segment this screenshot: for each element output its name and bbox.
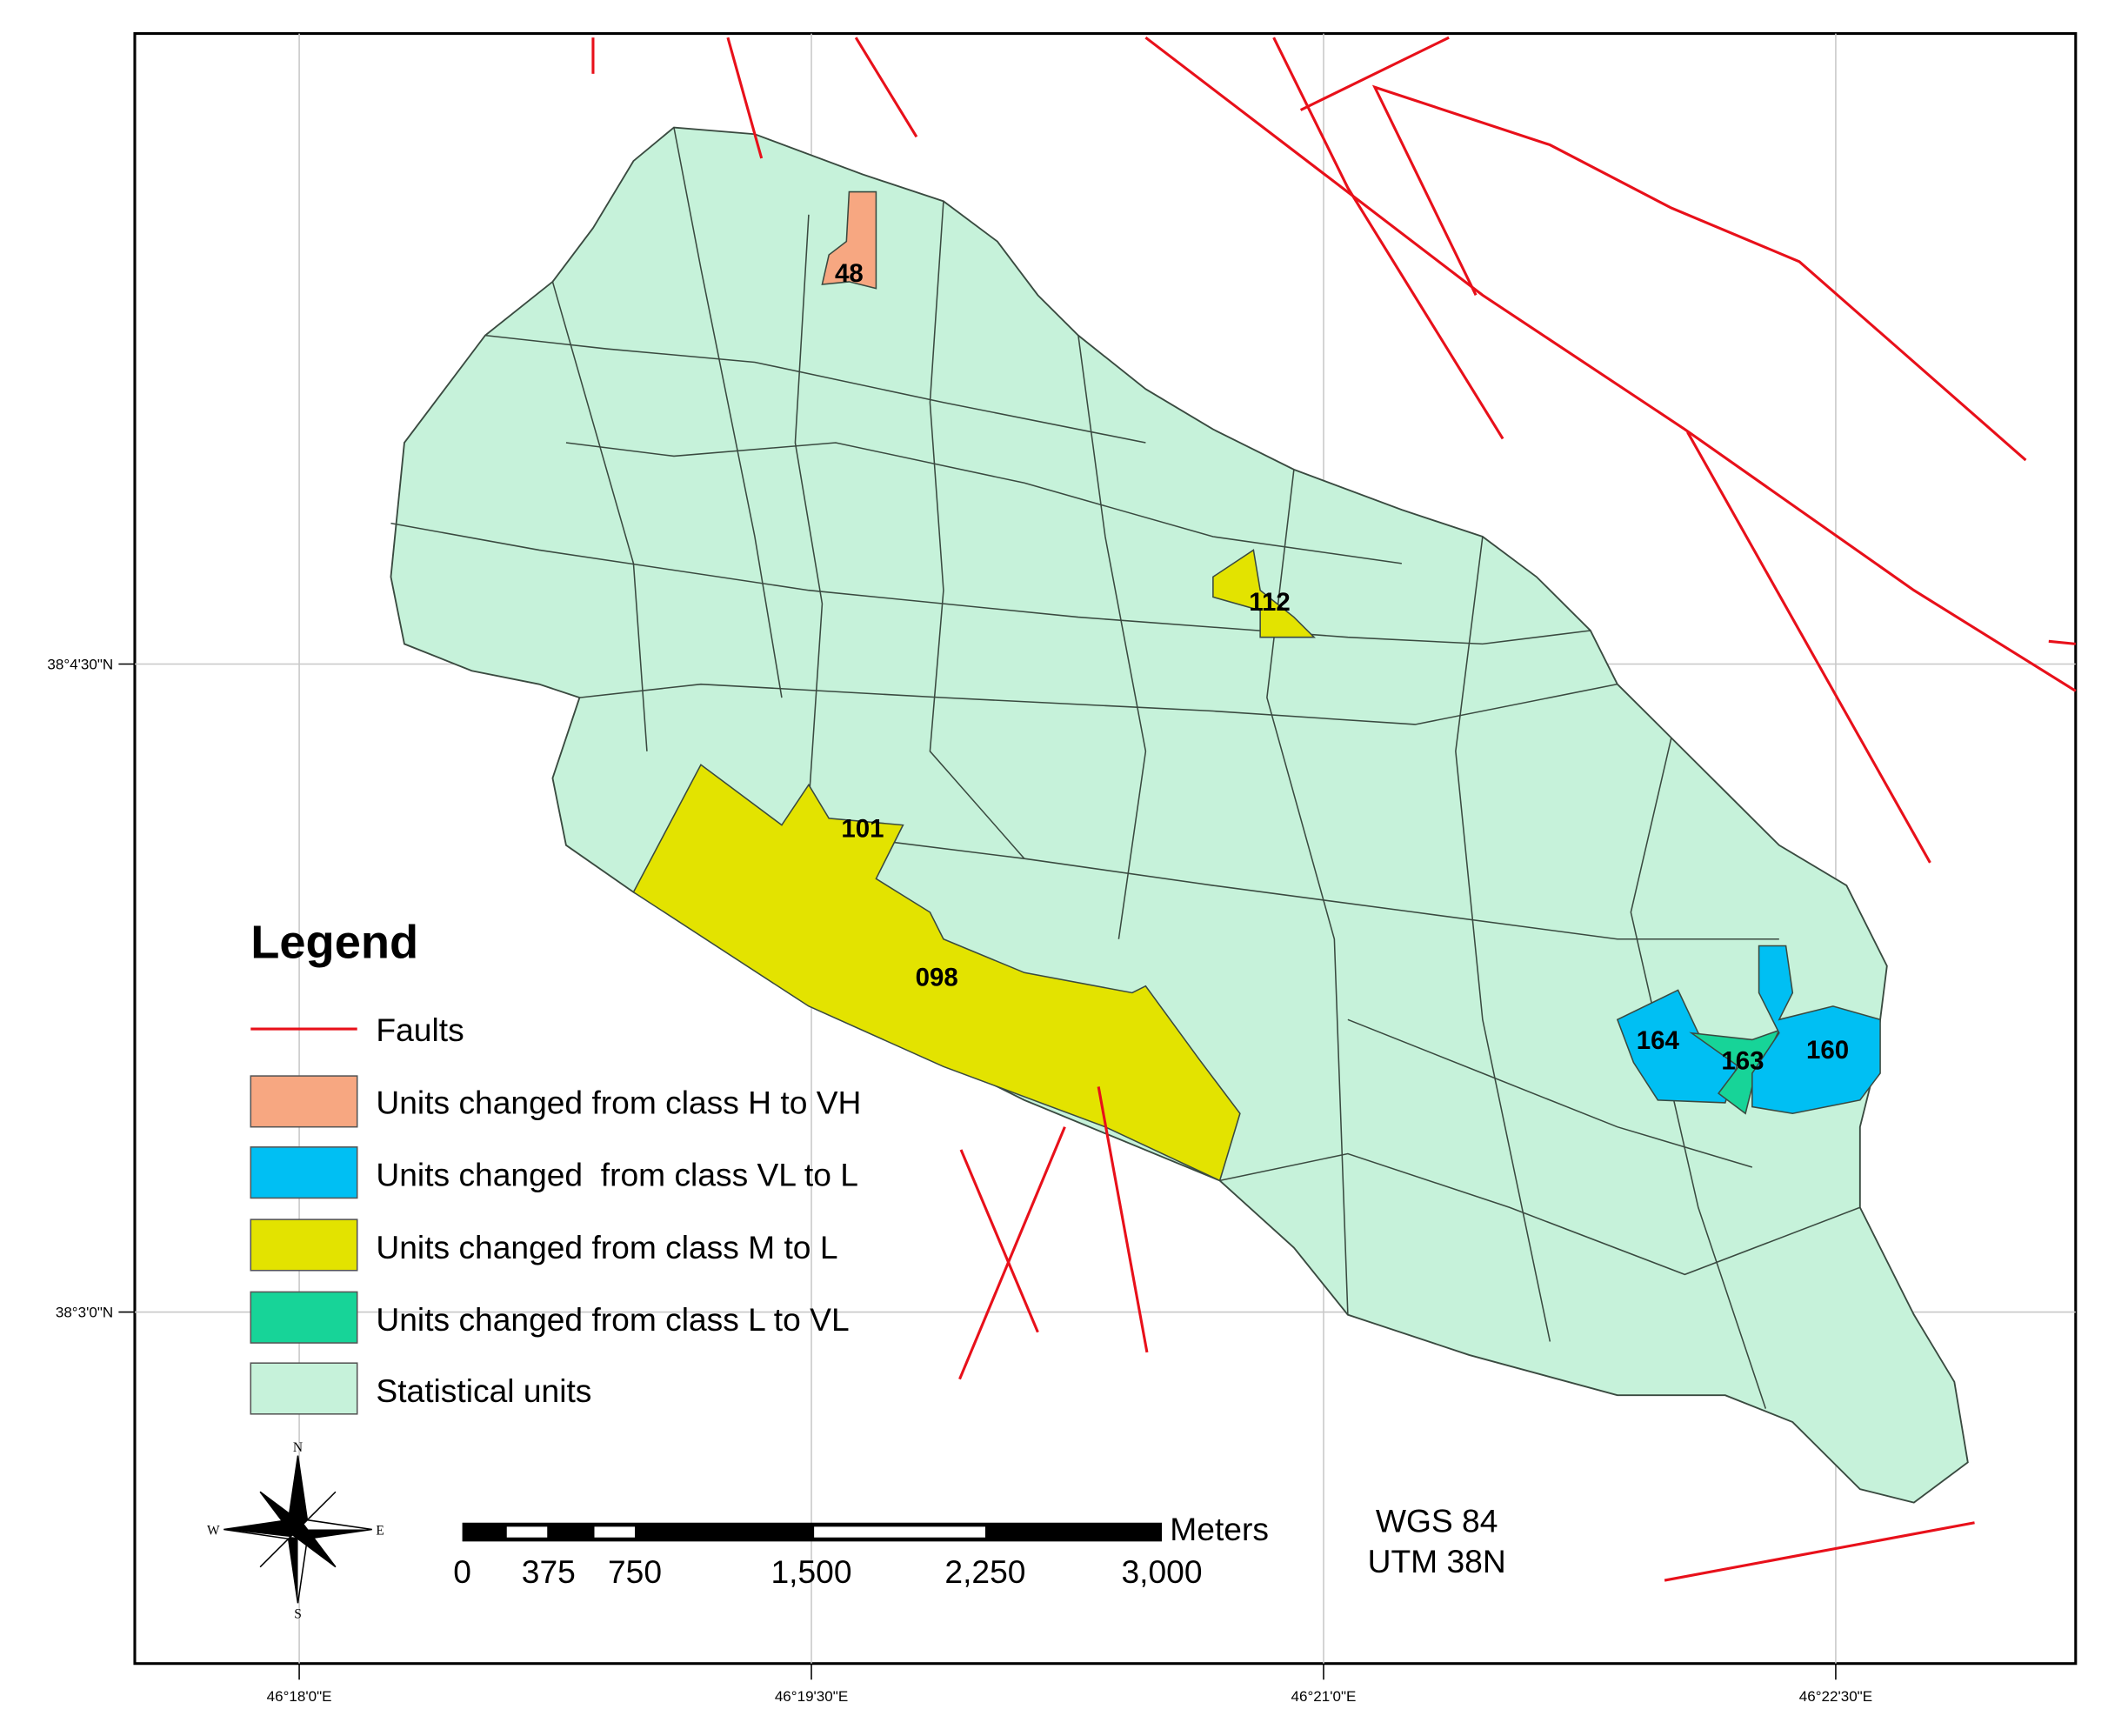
unit-label: 160 (1806, 1036, 1849, 1065)
unit-label: 101 (841, 815, 884, 844)
unit-labels: 48 112 101 098 164 163 160 (835, 259, 1849, 1075)
legend-label: Units changed from class VL to L (376, 1157, 858, 1193)
legend-swatch (250, 1291, 358, 1344)
compass-label: S (294, 1606, 302, 1621)
unit-163 (1689, 1029, 1781, 1115)
unit-112 (1212, 549, 1316, 638)
unit-label: 112 (1249, 588, 1290, 617)
unit-160 (1751, 945, 1881, 1115)
unit-label: 48 (835, 259, 864, 288)
scale-unit: Meters (1170, 1511, 1269, 1547)
legend-label: Units changed from class L to VL (376, 1301, 849, 1338)
legend-swatch (250, 1362, 358, 1415)
unit-label: 163 (1721, 1046, 1764, 1075)
lat-label: 38°4'30"N (47, 657, 113, 673)
legend-label: Faults (376, 1012, 464, 1048)
unit-48 (821, 190, 877, 290)
scale-label: 1,500 (770, 1553, 851, 1590)
scale-label: 375 (522, 1553, 576, 1590)
lon-label: 46°21'0"E (1291, 1688, 1357, 1705)
projection: WGS 84 (1376, 1503, 1498, 1539)
legend-label: Units changed from class M to L (376, 1229, 837, 1265)
coordinates: 38°4'30"N 38°3'0"N 46°18'0"E 46°19'30"E … (47, 657, 1872, 1705)
legend-label: Statistical units (376, 1372, 591, 1409)
scale-label: 0 (453, 1553, 471, 1590)
scale-bar: Meters 0 375 750 1,500 2,250 3,000 (453, 1511, 1269, 1590)
unit-boundaries (390, 127, 1861, 1409)
compass-label: W (207, 1524, 220, 1539)
legend-label: Units changed from class H to VH (376, 1084, 861, 1120)
lon-label: 46°19'30"E (775, 1688, 848, 1705)
legend-swatch (250, 1146, 358, 1199)
compass-label: E (376, 1524, 384, 1539)
legend: Legend Faults Units changed from class H… (250, 916, 861, 1415)
lat-label: 38°3'0"N (56, 1305, 113, 1321)
unit-label: 098 (916, 964, 958, 992)
legend-title: Legend (250, 916, 418, 968)
unit-label: 164 (1637, 1026, 1680, 1055)
scale-label: 2,250 (944, 1553, 1025, 1590)
legend-swatch (250, 1219, 358, 1272)
compass-label: N (293, 1440, 303, 1455)
scale-label: 3,000 (1121, 1553, 1202, 1590)
projection: UTM 38N (1368, 1543, 1506, 1579)
lon-label: 46°18'0"E (267, 1688, 332, 1705)
lon-label: 46°22'30"E (1799, 1688, 1872, 1705)
faults (591, 36, 2077, 1582)
scale-label: 750 (608, 1553, 662, 1590)
legend-swatch (250, 1075, 358, 1128)
